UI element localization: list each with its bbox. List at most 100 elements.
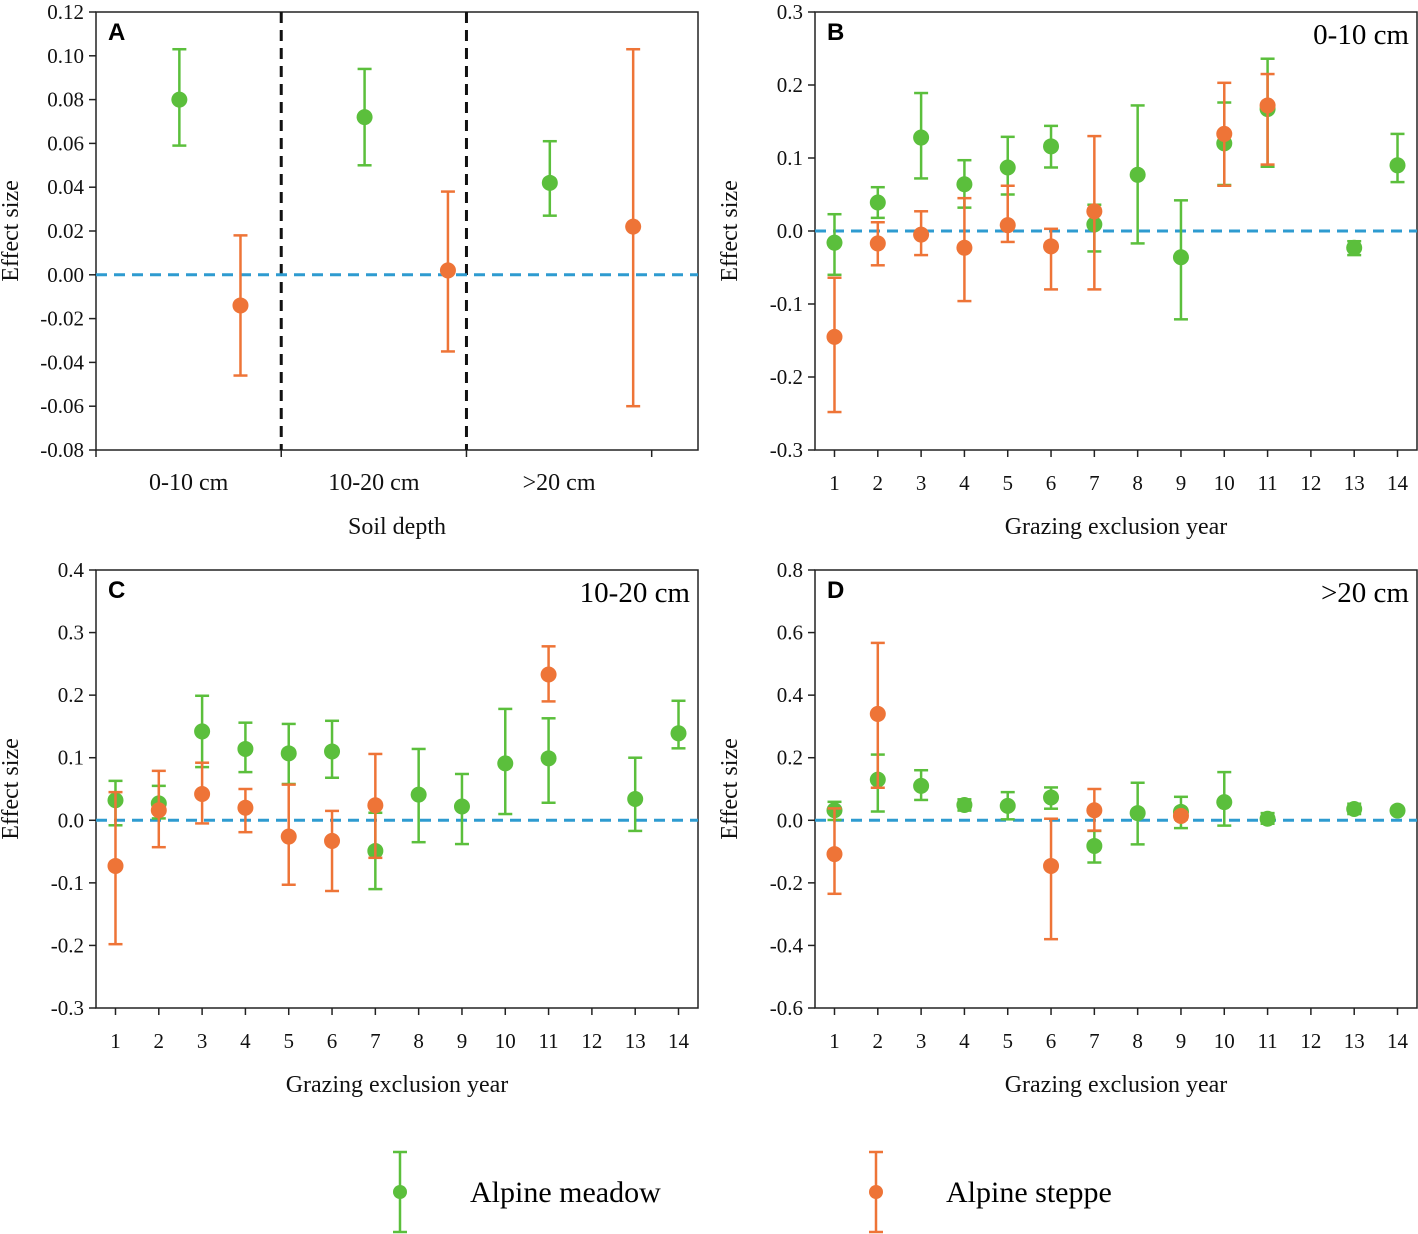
panel-a-meadow-point xyxy=(541,174,558,191)
panel-b-xtick-label: 5 xyxy=(1002,471,1013,495)
panel-c-ytick-label: 0.0 xyxy=(58,808,84,832)
panel-a-ytick-label: -0.06 xyxy=(40,394,84,418)
panel-d-steppe-point xyxy=(1086,802,1103,819)
panel-b-ylabel: Effect size xyxy=(717,180,743,282)
panel-b-steppe-point xyxy=(1043,238,1060,255)
panel-b-meadow-point xyxy=(913,129,930,146)
panel-a-ytick-label: -0.08 xyxy=(40,438,84,462)
panel-c-meadow-point xyxy=(540,750,557,767)
panel-d-xtick-label: 3 xyxy=(916,1029,927,1053)
panel-d-steppe-point xyxy=(1043,857,1060,874)
panel-d-xtick-label: 10 xyxy=(1214,1029,1235,1053)
panel-c-xtick-label: 12 xyxy=(581,1029,602,1053)
panel-d-frame xyxy=(814,569,1418,1009)
panel-c-ytick-label: 0.1 xyxy=(58,746,84,770)
panel-c-steppe-point xyxy=(324,832,341,849)
panel-c-letter: C xyxy=(108,577,125,604)
panel-a-frame xyxy=(95,11,699,451)
panel-c-xtick-label: 6 xyxy=(327,1029,338,1053)
panel-d-xtick-label: 1 xyxy=(829,1029,840,1053)
panel-b-xtick-label: 12 xyxy=(1300,471,1321,495)
panel-c: -0.3-0.2-0.10.00.10.20.30.41 2 3 4 5 6 7 8 9 10 11… xyxy=(0,558,699,1098)
panel-b-ytick-label: 0.3 xyxy=(777,0,803,24)
panel-b-meadow-point xyxy=(1129,166,1146,183)
panel-b-ytick-label: -0.3 xyxy=(770,438,803,462)
panel-a-meadow-point xyxy=(356,109,373,126)
panel-c-steppe-point xyxy=(150,802,167,819)
panel-a-xlabel: Soil depth xyxy=(348,514,446,540)
panel-d-ytick-label: 0.6 xyxy=(777,621,803,645)
panel-b-xtick-label: 7 xyxy=(1089,471,1100,495)
panel-a-ytick-label: 0.06 xyxy=(47,131,84,155)
panel-b-meadow-point xyxy=(826,234,843,251)
panel-b-ytick-label: -0.2 xyxy=(770,365,803,389)
panel-c-ytick-label: 0.3 xyxy=(58,621,84,645)
panel-c-meadow-point xyxy=(497,755,514,772)
panel-b-meadow-point xyxy=(956,176,973,193)
panel-b-xtick-label: 10 xyxy=(1214,471,1235,495)
panel-c-meadow-point xyxy=(453,798,470,815)
panel-c-xtick-label: 3 xyxy=(197,1029,208,1053)
panel-d-meadow-point xyxy=(1216,794,1233,811)
panel-a-series-meadow xyxy=(171,47,558,217)
legend: Alpine meadow Alpine steppe xyxy=(393,1150,1112,1234)
panel-d-xtick-label: 13 xyxy=(1344,1029,1365,1053)
panel-d-xtick-label: 12 xyxy=(1300,1029,1321,1053)
panel-c-steppe-point xyxy=(107,857,124,874)
panel-b-meadow-point xyxy=(1346,239,1363,256)
panel-a-ytick-label: -0.04 xyxy=(40,350,84,374)
panel-b-xtick-label: 13 xyxy=(1344,471,1365,495)
panel-b-xtick-label: 14 xyxy=(1387,471,1409,495)
panel-c-xtick-label: 1 xyxy=(110,1029,121,1053)
panel-b-steppe-point xyxy=(913,226,930,243)
panel-d-title: >20 cm xyxy=(1321,577,1409,609)
panel-a-steppe-point xyxy=(625,218,642,235)
panel-c-ytick-label: -0.3 xyxy=(51,996,84,1020)
panel-a-ytick-label: -0.02 xyxy=(40,307,84,331)
panel-b-steppe-point xyxy=(1216,125,1233,142)
panel-a-ylabel: Effect size xyxy=(0,180,24,282)
panel-d-meadow-point xyxy=(1043,789,1060,806)
legend-steppe-label: Alpine steppe xyxy=(946,1176,1112,1209)
panel-c-ylabel: Effect size xyxy=(0,738,24,840)
panel-b-letter: B xyxy=(827,19,844,46)
panel-d-ytick-label: -0.6 xyxy=(770,996,803,1020)
panel-a-xtick-label: 10-20 cm xyxy=(328,470,420,496)
panel-c-steppe-point xyxy=(367,797,384,814)
panel-d-xtick-label: 5 xyxy=(1002,1029,1013,1053)
panel-c-xtick-label: 9 xyxy=(457,1029,468,1053)
panel-c-ytick-label: -0.1 xyxy=(51,871,84,895)
panel-b-xtick-label: 11 xyxy=(1257,471,1277,495)
panel-b-series-meadow xyxy=(826,57,1406,321)
panel-d-xtick-label: 4 xyxy=(959,1029,970,1053)
panel-c-series-steppe xyxy=(107,645,557,946)
panel-c-meadow-point xyxy=(627,791,644,808)
panel-d-xtick-label: 6 xyxy=(1046,1029,1057,1053)
panel-c-ytick-label: 0.2 xyxy=(58,683,84,707)
panel-d-series-steppe xyxy=(826,641,1189,941)
panel-a-series-steppe xyxy=(232,47,642,408)
panel-d: -0.6-0.4-0.20.00.20.40.60.81 2 3 4 5 6 7 8 9 10 11… xyxy=(717,558,1418,1098)
panel-b-xtick-label: 6 xyxy=(1046,471,1057,495)
panel-c-xtick-label: 14 xyxy=(668,1029,690,1053)
panel-d-xtick-label: 2 xyxy=(873,1029,884,1053)
panel-a-steppe-point xyxy=(232,297,249,314)
panel-b-xtick-label: 1 xyxy=(829,471,840,495)
legend-steppe-marker xyxy=(869,1185,883,1199)
panel-c-title: 10-20 cm xyxy=(580,577,691,609)
panel-c-xtick-label: 13 xyxy=(625,1029,646,1053)
panel-d-steppe-point xyxy=(869,705,886,722)
panel-c-xtick-label: 5 xyxy=(283,1029,294,1053)
panel-a-meadow-point xyxy=(171,91,188,108)
panel-b-steppe-point xyxy=(956,239,973,256)
panel-b-meadow-point xyxy=(869,194,886,211)
panel-d-meadow-point xyxy=(956,796,973,813)
panel-d-xtick-label: 11 xyxy=(1257,1029,1277,1053)
panel-b-steppe-point xyxy=(999,217,1016,234)
panel-c-xtick-label: 2 xyxy=(154,1029,165,1053)
panel-b-meadow-point xyxy=(999,159,1016,176)
panel-d-xtick-label: 8 xyxy=(1132,1029,1143,1053)
panel-b-steppe-point xyxy=(826,328,843,345)
panel-c-xtick-label: 4 xyxy=(240,1029,251,1053)
panel-d-steppe-point xyxy=(1172,807,1189,824)
